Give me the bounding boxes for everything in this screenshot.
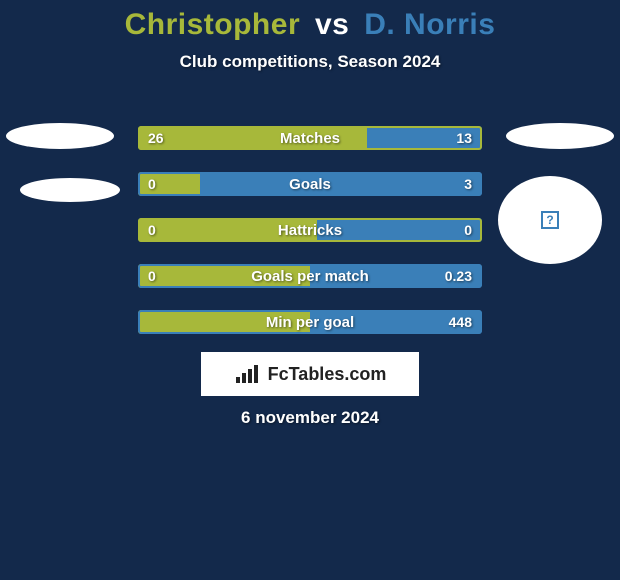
stat-label: Min per goal <box>138 310 482 334</box>
page-title: Christopher vs D. Norris <box>0 0 620 42</box>
stat-value-left: 26 <box>148 126 164 150</box>
stat-value-left: 0 <box>148 218 156 242</box>
stat-row: Hattricks0 0 <box>138 218 482 242</box>
avatar-ellipse-left-2 <box>20 178 120 202</box>
stat-value-left: 0 <box>148 172 156 196</box>
title-vs: vs <box>315 8 349 41</box>
stat-row: Goals0 3 <box>138 172 482 196</box>
stat-value-right: 0 <box>464 218 472 242</box>
stat-row: Matches26 13 <box>138 126 482 150</box>
stat-label: Goals per match <box>138 264 482 288</box>
avatar-ellipse-left-1 <box>6 123 114 149</box>
stat-value-right: 0.23 <box>445 264 472 288</box>
avatar-ellipse-right-1 <box>506 123 614 149</box>
date-label: 6 november 2024 <box>0 408 620 428</box>
stat-value-right: 3 <box>464 172 472 196</box>
title-player1: Christopher <box>125 8 301 41</box>
brand-bars-icon <box>234 363 262 385</box>
title-player2: D. Norris <box>364 8 495 41</box>
stat-label: Hattricks <box>138 218 482 242</box>
subtitle: Club competitions, Season 2024 <box>0 52 620 72</box>
stat-row: Goals per match0 0.23 <box>138 264 482 288</box>
stat-label: Matches <box>138 126 482 150</box>
stat-label: Goals <box>138 172 482 196</box>
avatar-circle-right: ? <box>498 176 602 264</box>
stat-row: Min per goal448 <box>138 310 482 334</box>
avatar-badge-icon: ? <box>541 211 559 229</box>
brand-box: FcTables.com <box>201 352 419 396</box>
stat-value-right: 448 <box>449 310 472 334</box>
comparison-infographic: Christopher vs D. Norris Club competitio… <box>0 0 620 580</box>
stat-value-right: 13 <box>456 126 472 150</box>
stat-value-left: 0 <box>148 264 156 288</box>
comparison-bars: Matches2613Goals03Hattricks00Goals per m… <box>138 126 482 356</box>
brand-text: FcTables.com <box>268 364 387 385</box>
